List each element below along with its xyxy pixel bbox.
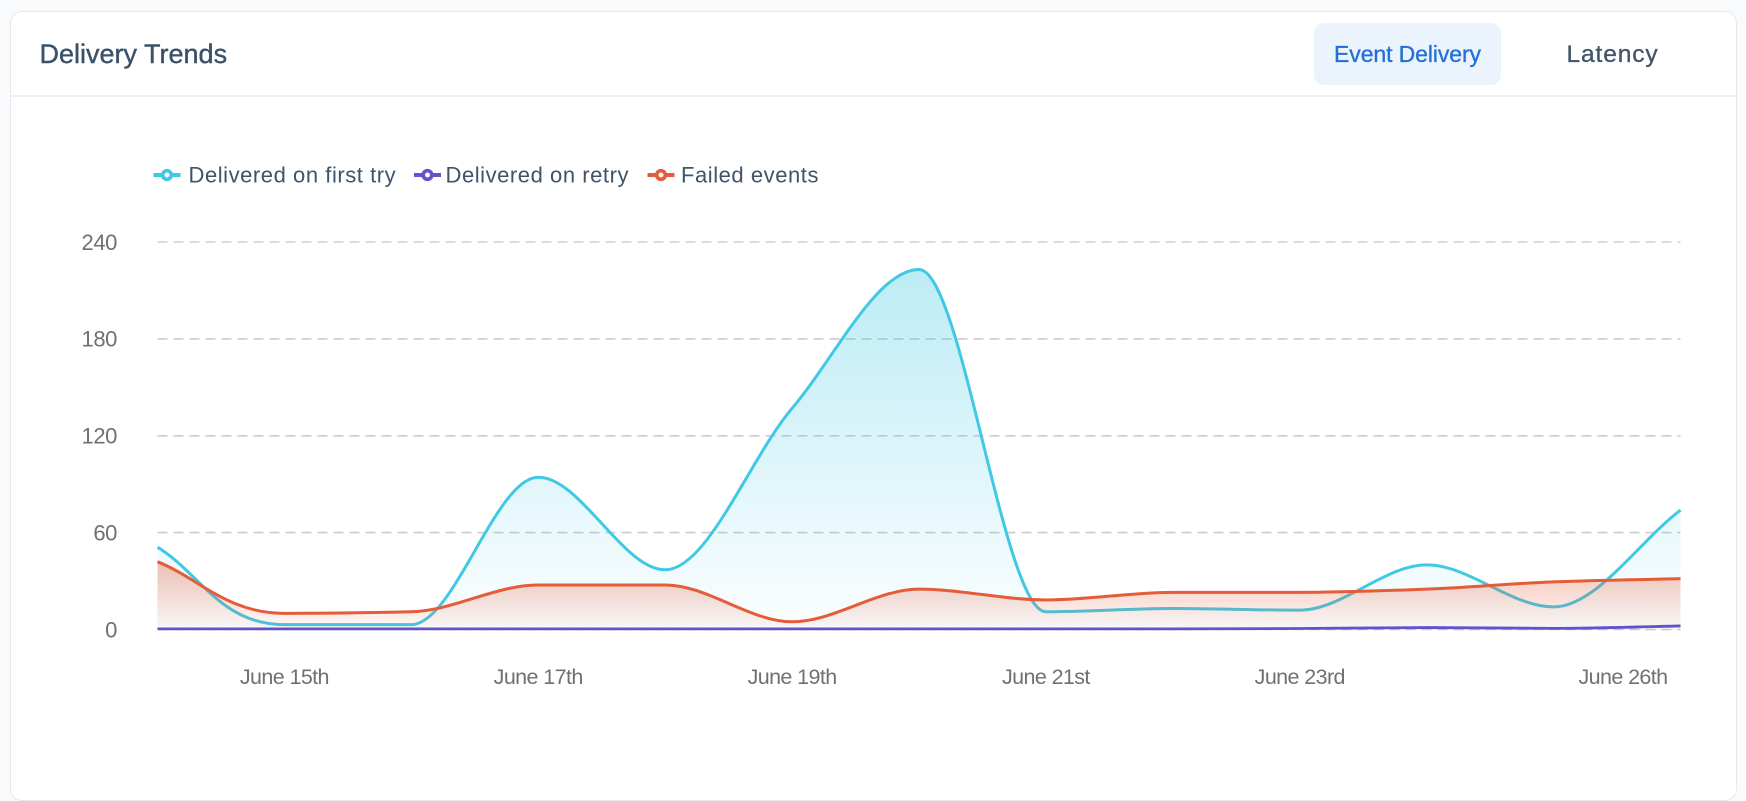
svg-text:Delivered on first try: Delivered on first try xyxy=(189,163,397,188)
svg-text:June 19th: June 19th xyxy=(748,665,837,689)
svg-text:June 23rd: June 23rd xyxy=(1255,665,1345,689)
svg-text:June 26th: June 26th xyxy=(1578,665,1667,689)
svg-text:June 15th: June 15th xyxy=(240,665,329,689)
svg-text:120: 120 xyxy=(81,424,117,449)
svg-text:60: 60 xyxy=(93,520,117,545)
svg-text:June 17th: June 17th xyxy=(494,665,583,689)
svg-text:240: 240 xyxy=(81,230,117,255)
svg-text:June 21st: June 21st xyxy=(1002,665,1090,689)
svg-text:180: 180 xyxy=(81,327,117,352)
svg-text:Delivered on retry: Delivered on retry xyxy=(446,163,630,188)
svg-text:Failed events: Failed events xyxy=(681,163,819,188)
svg-text:0: 0 xyxy=(105,617,117,642)
